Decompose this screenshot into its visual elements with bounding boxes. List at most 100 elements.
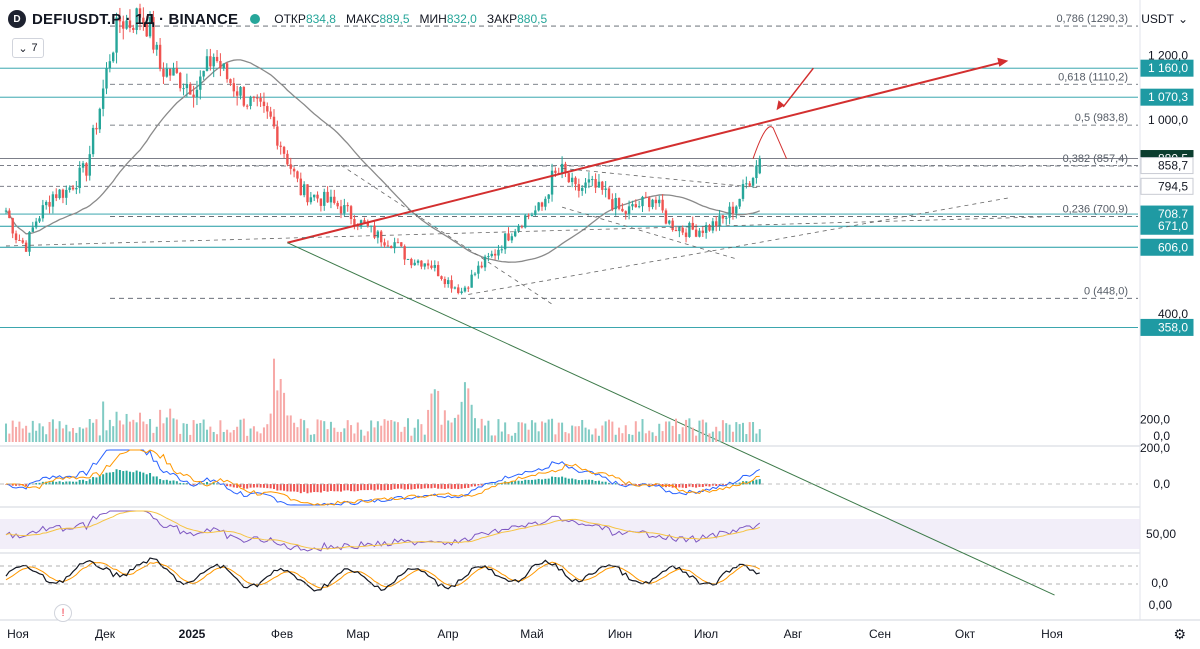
candle-body xyxy=(490,253,493,257)
volume-bar xyxy=(323,421,326,442)
volume-bar xyxy=(628,434,631,442)
candle-body xyxy=(507,233,510,241)
candle-body xyxy=(48,201,51,207)
volume-bar xyxy=(175,419,178,442)
volume-bar xyxy=(437,390,440,442)
volume-bar xyxy=(591,434,594,442)
volume-bar xyxy=(413,427,416,442)
candle-body xyxy=(28,231,31,252)
macd-histogram-bar xyxy=(604,481,607,485)
macd-histogram-bar xyxy=(303,484,306,492)
candle-body xyxy=(329,196,333,203)
chevron-down-icon: ⌄ xyxy=(1177,12,1188,26)
candle-body xyxy=(725,217,728,219)
macd-histogram-bar xyxy=(745,481,748,485)
indicators-toggle-button[interactable]: ⌄ 7 xyxy=(12,38,44,58)
candle-body xyxy=(162,68,165,77)
volume-bar xyxy=(142,421,145,442)
macd-histogram-bar xyxy=(380,484,383,491)
candle-body xyxy=(460,291,463,294)
candle-body xyxy=(584,182,587,188)
macd-histogram-bar xyxy=(678,484,681,488)
volume-bar xyxy=(162,423,165,442)
volume-bar xyxy=(21,428,24,442)
macd-histogram-bar xyxy=(514,481,517,485)
macd-histogram-bar xyxy=(433,484,436,488)
volume-bar xyxy=(427,409,430,442)
candle-body xyxy=(520,226,524,228)
volume-bar xyxy=(571,425,574,442)
alert-flag-icon[interactable]: ! xyxy=(54,604,72,622)
volume-bar xyxy=(336,431,339,442)
macd-histogram-bar xyxy=(407,484,409,490)
macd-histogram-bar xyxy=(112,472,115,485)
macd-histogram-bar xyxy=(262,484,265,488)
currency-select[interactable]: USDT ⌄ xyxy=(1135,10,1194,28)
price-level-badge-label: 671,0 xyxy=(1158,219,1188,233)
macd-histogram-bar xyxy=(530,479,533,485)
volume-bar xyxy=(638,431,641,442)
gear-icon[interactable]: ⚙ xyxy=(1173,626,1186,642)
support-trend-line xyxy=(287,242,1055,596)
macd-histogram-bar xyxy=(259,484,262,488)
candle-body xyxy=(118,17,122,22)
candle-body xyxy=(534,210,537,215)
macd-histogram-bar xyxy=(249,484,252,488)
volume-bar xyxy=(202,419,205,442)
macd-histogram-bar xyxy=(139,471,141,485)
volume-bar xyxy=(309,434,312,442)
candle-body xyxy=(246,105,249,107)
volume-bar xyxy=(423,434,426,442)
macd-histogram-bar xyxy=(537,478,540,485)
volume-bar xyxy=(329,421,332,442)
price-level-badge-label: 708,7 xyxy=(1158,207,1188,221)
volume-bar xyxy=(671,425,674,442)
volume-bar xyxy=(192,420,195,442)
candle-body xyxy=(621,208,624,212)
candle-body xyxy=(91,127,95,155)
volume-bar xyxy=(303,420,306,442)
volume-bar xyxy=(420,424,423,442)
candle-body xyxy=(125,20,128,29)
candle-body xyxy=(152,17,155,50)
volume-bar xyxy=(443,410,446,442)
candle-body xyxy=(363,220,366,223)
candle-body xyxy=(611,199,614,210)
volume-bar xyxy=(279,378,282,442)
chart-header: D DEFIUSDT.P · 1Д · BINANCE ОТКР834,8 МА… xyxy=(8,8,547,30)
volume-bar xyxy=(128,421,131,442)
candle-body xyxy=(316,194,319,199)
volume-bar xyxy=(65,424,68,442)
macd-histogram-bar xyxy=(105,472,108,485)
dashed-trend-line xyxy=(562,167,760,189)
volume-bar xyxy=(681,427,684,442)
volume-bar xyxy=(490,435,493,442)
macd-histogram-bar xyxy=(115,469,118,485)
candle-body xyxy=(339,206,343,214)
symbol-title[interactable]: DEFIUSDT.P · 1Д · BINANCE xyxy=(32,10,239,28)
macd-histogram-bar xyxy=(172,480,175,485)
macd-histogram-bar xyxy=(55,481,58,485)
volume-bar xyxy=(715,426,718,442)
macd-histogram-bar xyxy=(752,480,755,485)
candle-body xyxy=(681,227,684,233)
macd-histogram-bar xyxy=(279,484,282,491)
volume-bar xyxy=(460,401,463,442)
volume-bar xyxy=(350,425,353,442)
volume-bar xyxy=(58,421,61,442)
candle-body xyxy=(463,287,467,292)
candle-body xyxy=(517,226,520,232)
volume-bar xyxy=(239,419,242,442)
candle-body xyxy=(410,258,413,266)
volume-bar xyxy=(55,428,58,442)
volume-bar xyxy=(631,434,634,442)
volume-bar xyxy=(383,419,386,442)
macd-histogram-bar xyxy=(239,484,242,488)
dashed-trend-line xyxy=(468,197,1012,295)
candle-body xyxy=(577,184,581,191)
volume-bar xyxy=(752,422,755,442)
volume-bar xyxy=(333,427,336,442)
volume-bar xyxy=(45,434,48,442)
macd-histogram-bar xyxy=(675,484,677,488)
